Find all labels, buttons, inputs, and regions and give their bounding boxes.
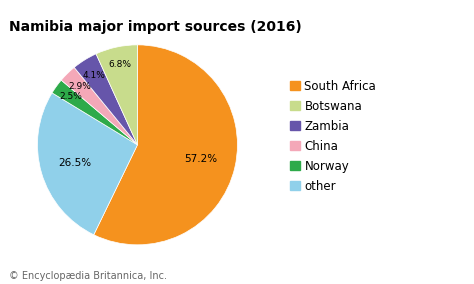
Text: Namibia major import sources (2016): Namibia major import sources (2016): [9, 20, 302, 34]
Wedge shape: [94, 45, 237, 245]
Text: © Encyclopædia Britannica, Inc.: © Encyclopædia Britannica, Inc.: [9, 271, 167, 281]
Text: 2.9%: 2.9%: [69, 82, 91, 91]
Legend: South Africa, Botswana, Zambia, China, Norway, other: South Africa, Botswana, Zambia, China, N…: [290, 80, 376, 193]
Text: 4.1%: 4.1%: [83, 71, 106, 80]
Text: 57.2%: 57.2%: [184, 154, 218, 164]
Text: 2.5%: 2.5%: [60, 92, 82, 101]
Wedge shape: [52, 80, 137, 145]
Wedge shape: [96, 45, 137, 145]
Wedge shape: [37, 93, 137, 235]
Text: 26.5%: 26.5%: [59, 158, 91, 168]
Text: 6.8%: 6.8%: [109, 60, 132, 69]
Wedge shape: [74, 54, 137, 145]
Wedge shape: [61, 67, 137, 145]
